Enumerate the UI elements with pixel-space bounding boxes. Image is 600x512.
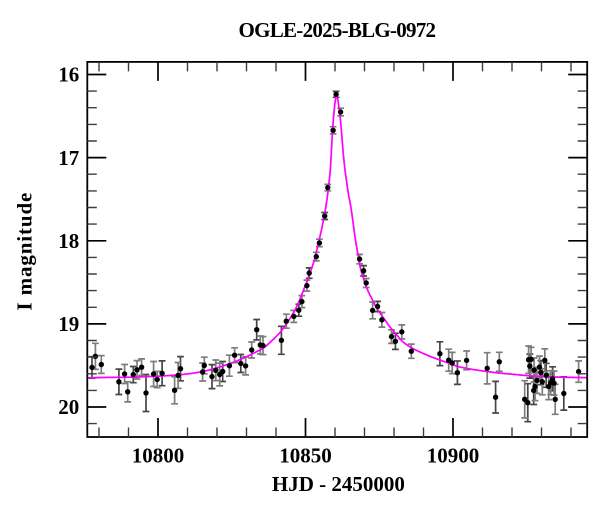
svg-text:20: 20 [58,395,79,419]
svg-text:HJD - 2450000: HJD - 2450000 [272,472,405,496]
svg-text:16: 16 [58,63,79,87]
svg-text:10850: 10850 [279,443,332,467]
svg-text:I magnitude: I magnitude [13,193,37,311]
svg-text:10800: 10800 [132,443,185,467]
svg-text:17: 17 [58,146,79,170]
svg-text:OGLE-2025-BLG-0972: OGLE-2025-BLG-0972 [239,18,437,42]
svg-text:10900: 10900 [427,443,480,467]
svg-text:18: 18 [58,229,79,253]
svg-text:19: 19 [58,312,79,336]
